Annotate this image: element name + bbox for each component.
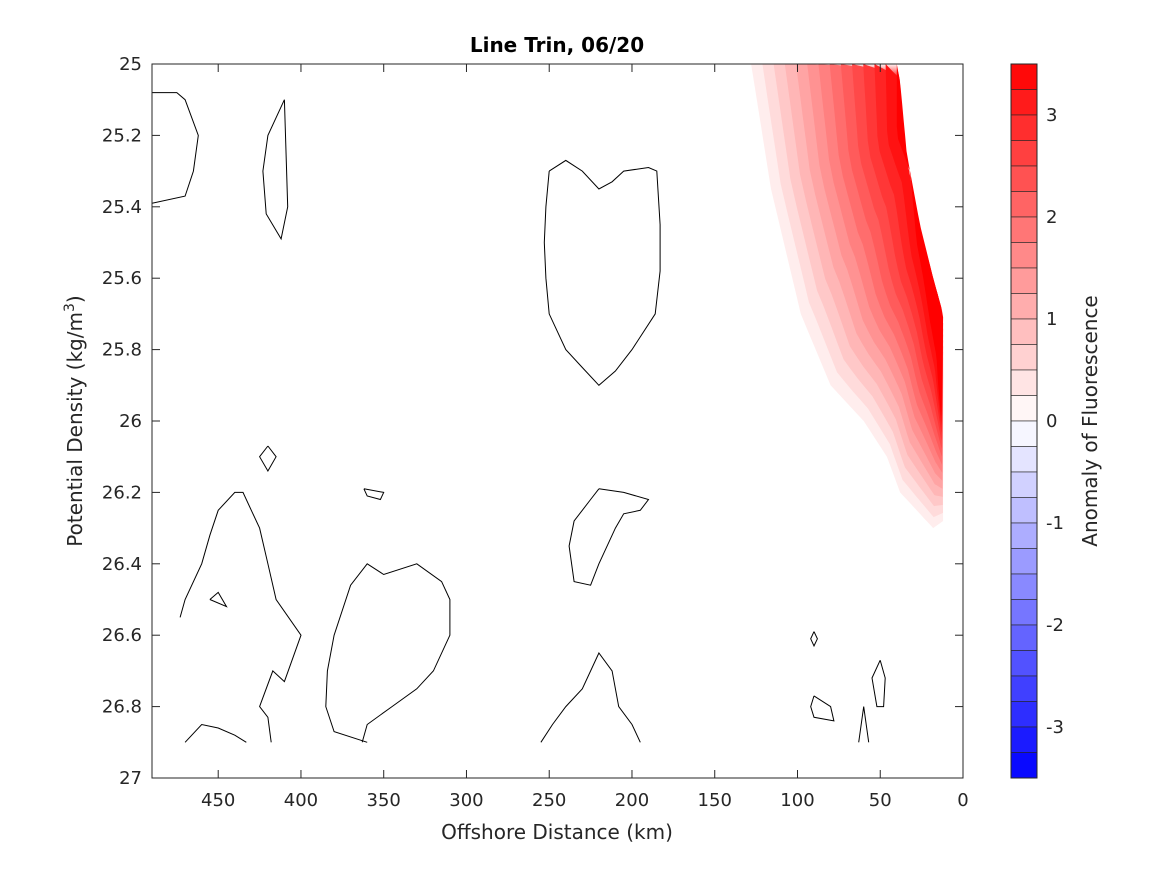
colorbar-swatch <box>1010 624 1038 651</box>
contour-line-2 <box>543 159 661 386</box>
y-tick-label: 25 <box>119 54 142 75</box>
x-axis-ticks: 450 400 350 300 250 200 150 100 50 0 <box>201 64 969 811</box>
colorbar-swatch <box>1010 395 1038 422</box>
contour-line-9 <box>568 488 650 586</box>
y-tick-label: 26.8 <box>102 697 142 718</box>
colorbar-swatch <box>1010 165 1038 192</box>
colorbar-label: Anomaly of Fluorescence <box>1078 295 1102 546</box>
y-axis-label-close: ) <box>63 295 87 303</box>
colorbar-swatch <box>1010 216 1038 243</box>
contour-line-0 <box>152 92 199 204</box>
colorbar-swatch <box>1010 573 1038 600</box>
colorbar-swatch <box>1010 650 1038 677</box>
anomaly-fill-layer <box>751 64 944 529</box>
colorbar-swatch <box>1010 293 1038 320</box>
y-tick-label: 26.6 <box>102 625 142 646</box>
colorbar-swatch <box>1010 726 1038 753</box>
chart-title: Line Trin, 06/20 <box>470 33 644 57</box>
contour-line-10 <box>540 652 641 743</box>
colorbar-tick-label: -2 <box>1046 615 1064 636</box>
x-tick-label: 50 <box>869 790 892 811</box>
contour-line-8 <box>325 563 451 743</box>
y-tick-label: 27 <box>119 768 142 789</box>
colorbar-swatch <box>1010 344 1038 371</box>
colorbar-swatch <box>1010 471 1038 498</box>
contour-line-1 <box>262 99 289 241</box>
colorbar-swatch <box>1010 548 1038 575</box>
contour-line-14 <box>871 659 886 708</box>
colorbar-swatch <box>1010 420 1038 447</box>
y-tick-label: 26.4 <box>102 554 142 575</box>
zero-contour-layer <box>152 92 886 743</box>
colorbar-swatch <box>1010 63 1038 90</box>
x-tick-label: 200 <box>615 790 649 811</box>
x-tick-label: 350 <box>367 790 401 811</box>
colorbar-swatch <box>1010 701 1038 728</box>
contour-line-13 <box>858 706 870 743</box>
y-tick-label: 26.2 <box>102 482 142 503</box>
colorbar-swatch <box>1010 191 1038 218</box>
contour-line-3 <box>258 445 277 473</box>
colorbar-tick-label: -3 <box>1046 717 1064 738</box>
plot-area: 450 400 350 300 250 200 150 100 50 0 2525.225.425… <box>102 54 969 811</box>
colorbar-tick-label: 0 <box>1046 411 1057 432</box>
y-tick-label: 25.4 <box>102 197 142 218</box>
colorbar-tick-label: 1 <box>1046 309 1057 330</box>
anomaly-band-11 <box>874 64 944 433</box>
y-axis-label: Potential Density (kg/m3) <box>62 295 87 546</box>
x-tick-label: 450 <box>201 790 235 811</box>
x-tick-label: 100 <box>780 790 814 811</box>
colorbar-swatch <box>1010 140 1038 167</box>
y-tick-label: 25.8 <box>102 340 142 361</box>
contour-line-7 <box>179 491 302 743</box>
colorbar-swatch <box>1010 446 1038 473</box>
contour-line-11 <box>810 631 818 648</box>
contour-line-4 <box>363 488 385 501</box>
colorbar-swatch <box>1010 599 1038 626</box>
colorbar-swatch <box>1010 242 1038 269</box>
x-tick-label: 250 <box>532 790 566 811</box>
contour-line-5 <box>184 723 247 743</box>
colorbar-swatch <box>1010 752 1038 779</box>
y-axis-ticks: 25 25.2 25.4 25.6 25.8 26 26.2 26.4 26.6 26.8 27 <box>102 54 963 789</box>
colorbar-swatch <box>1010 267 1038 294</box>
y-tick-label: 25.2 <box>102 125 142 146</box>
x-tick-label: 150 <box>698 790 732 811</box>
colorbar-swatch <box>1010 318 1038 345</box>
y-axis-label-superscript: 3 <box>62 303 78 312</box>
colorbar-swatch <box>1010 369 1038 396</box>
contour-line-6 <box>209 591 228 608</box>
colorbar-tick-label: 3 <box>1046 105 1057 126</box>
colorbar-tick-label: 2 <box>1046 207 1057 228</box>
colorbar-tick-label: -1 <box>1046 513 1064 534</box>
y-axis-label-main: Potential Density (kg/m <box>63 312 87 547</box>
anomaly-band-12 <box>885 64 944 425</box>
contour-line-12 <box>810 695 835 722</box>
x-tick-label: 400 <box>284 790 318 811</box>
colorbar-swatch <box>1010 114 1038 141</box>
colorbar-swatch <box>1010 522 1038 549</box>
colorbar-frame <box>1010 63 1038 779</box>
x-axis-label: Offshore Distance (km) <box>441 820 673 844</box>
colorbar-swatch <box>1010 675 1038 702</box>
colorbar-swatch <box>1010 89 1038 116</box>
anomaly-band-13 <box>896 64 944 417</box>
y-tick-label: 25.6 <box>102 268 142 289</box>
colorbar-ticks: 3 2 1 0 -1 -2 -3 <box>1046 105 1064 738</box>
colorbar-swatch <box>1010 497 1038 524</box>
x-tick-label: 300 <box>449 790 483 811</box>
colorbar <box>1010 63 1038 779</box>
y-tick-label: 26 <box>119 411 142 432</box>
x-tick-label: 0 <box>957 790 968 811</box>
